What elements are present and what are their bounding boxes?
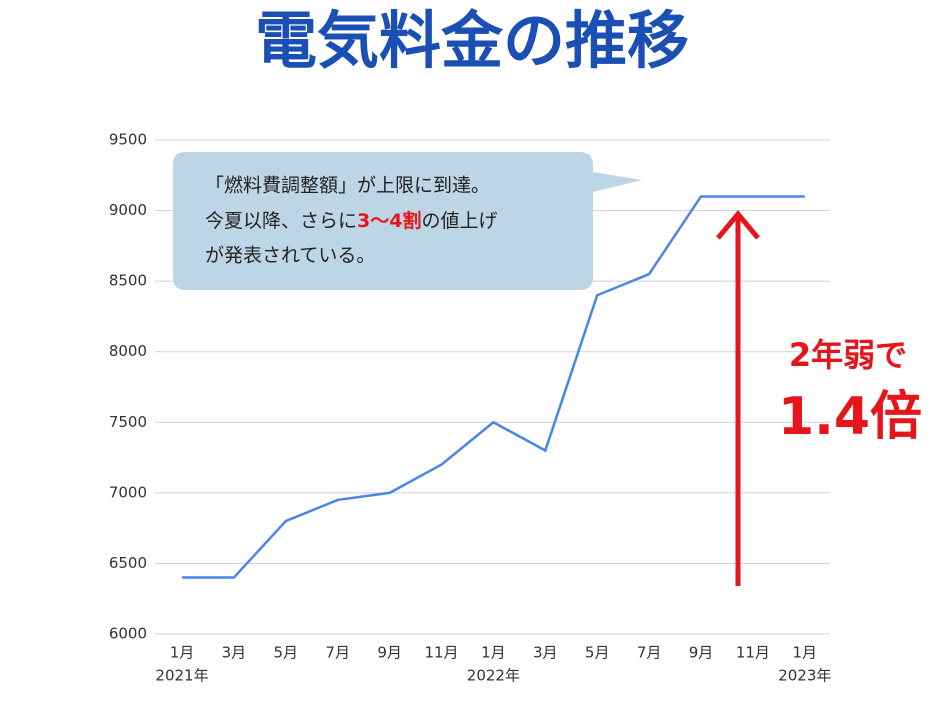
x-tick-label: 7月 bbox=[637, 644, 662, 662]
x-tick-label: 11月 bbox=[736, 644, 770, 662]
x-tick-label: 1月 bbox=[170, 644, 195, 662]
x-tick-label: 1月 bbox=[481, 644, 506, 662]
callout-box bbox=[173, 152, 642, 290]
callout-text: 今夏以降、さらに bbox=[205, 210, 357, 232]
y-tick-label: 9500 bbox=[109, 131, 147, 149]
callout-text: 今夏以降、さらに3〜4割の値上げ bbox=[205, 209, 497, 232]
x-tick-label: 1月 bbox=[793, 644, 818, 662]
x-tick-label: 5月 bbox=[585, 644, 610, 662]
y-tick-label: 6500 bbox=[109, 554, 147, 572]
x-tick-label: 11月 bbox=[424, 644, 458, 662]
annotation: 2年弱で 1.4倍 bbox=[716, 210, 922, 586]
chart-title: 電気料金の推移 bbox=[255, 4, 689, 77]
y-tick-label: 7000 bbox=[109, 483, 147, 501]
callout-highlight: 3〜4割 bbox=[357, 209, 421, 232]
y-tick-label: 9000 bbox=[109, 201, 147, 219]
x-year-label: 2021年 bbox=[155, 667, 208, 685]
x-tick-label: 9月 bbox=[689, 644, 714, 662]
x-tick-label: 7月 bbox=[325, 644, 350, 662]
x-tick-label: 9月 bbox=[377, 644, 402, 662]
callout-text: の値上げ bbox=[421, 210, 497, 232]
x-year-label: 2023年 bbox=[778, 667, 831, 685]
data-line bbox=[182, 195, 805, 579]
callout-text: が発表されている。 bbox=[205, 245, 375, 267]
annotation-text: 1.4倍 bbox=[778, 387, 922, 447]
x-tick-label: 3月 bbox=[222, 644, 247, 662]
y-tick-label: 7500 bbox=[109, 413, 147, 431]
y-tick-label: 8000 bbox=[109, 342, 147, 360]
y-tick-label: 8500 bbox=[109, 272, 147, 290]
arrow-head bbox=[716, 210, 760, 240]
annotation-text: 2年弱で bbox=[789, 336, 907, 374]
y-tick-label: 6000 bbox=[109, 625, 147, 643]
x-tick-label: 3月 bbox=[533, 644, 558, 662]
callout-text: 「燃料費調整額」が上限に到達。 bbox=[205, 175, 490, 197]
x-year-label: 2022年 bbox=[467, 667, 520, 685]
x-tick-label: 5月 bbox=[274, 644, 299, 662]
